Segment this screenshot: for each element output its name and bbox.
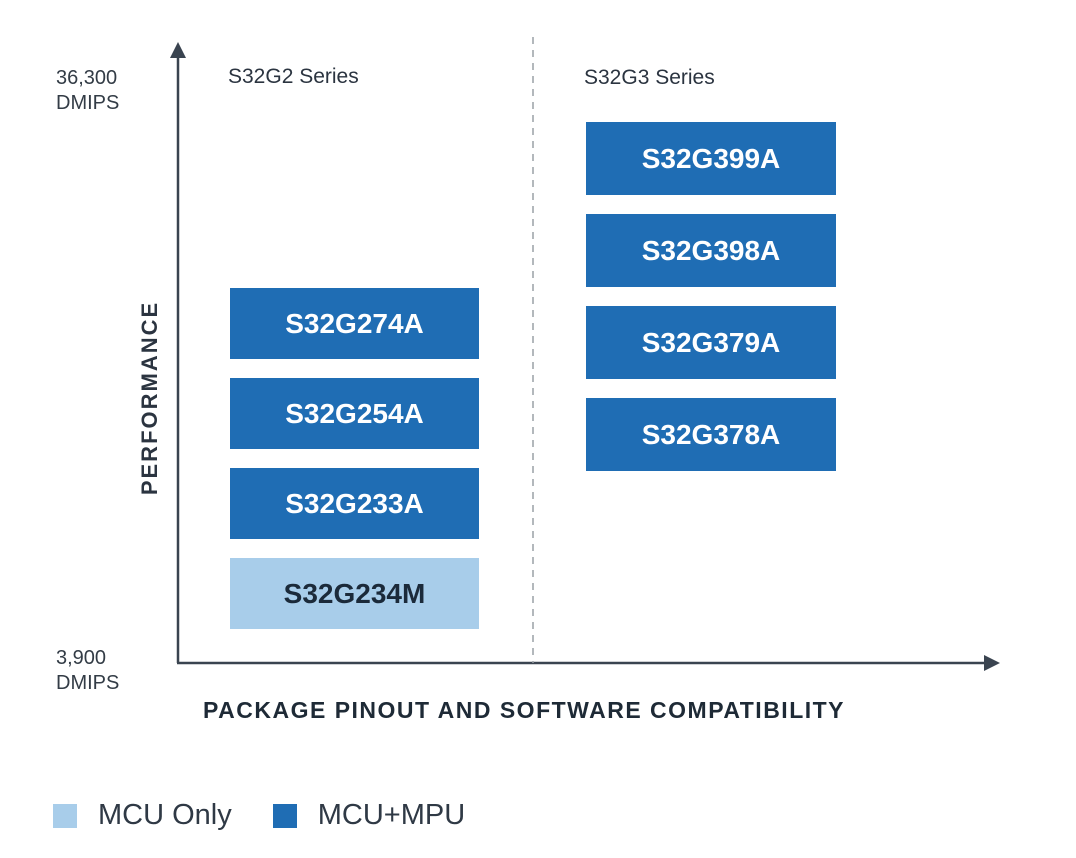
legend: MCU Only MCU+MPU (53, 799, 465, 832)
legend-swatch-mcu-only (53, 803, 77, 828)
y-axis-title: PERFORMANCE (137, 300, 162, 496)
y-max-unit: DMIPS (56, 92, 120, 114)
part-s32g254a: S32G254A (230, 378, 479, 449)
y-min-unit: DMIPS (56, 672, 120, 694)
part-s32g399a: S32G399A (586, 122, 836, 195)
y-max-label: 36,300 DMIPS (56, 66, 119, 116)
legend-label-mcu-mpu: MCU+MPU (317, 799, 466, 831)
part-s32g398a: S32G398A (586, 214, 836, 287)
legend-swatch-mcu-mpu (272, 803, 297, 828)
x-axis-arrow-icon (984, 655, 1000, 671)
y-min-label: 3,900 DMIPS (56, 646, 119, 696)
part-s32g378a: S32G378A (586, 398, 836, 471)
part-s32g234m: S32G234M (230, 558, 479, 629)
x-axis-title: PACKAGE PINOUT AND SOFTWARE COMPATIBILIT… (203, 697, 846, 723)
legend-label-mcu-only: MCU Only (98, 799, 232, 831)
y-axis-arrow-icon (170, 42, 186, 58)
y-min-value: 3,900 (56, 647, 107, 669)
series-title-s32g2: S32G2 Series (228, 65, 359, 88)
part-s32g379a: S32G379A (586, 306, 836, 379)
part-s32g233a: S32G233A (230, 468, 479, 539)
part-s32g274a: S32G274A (230, 288, 479, 359)
y-max-value: 36,300 (56, 67, 118, 89)
series-title-s32g3: S32G3 Series (584, 66, 715, 89)
